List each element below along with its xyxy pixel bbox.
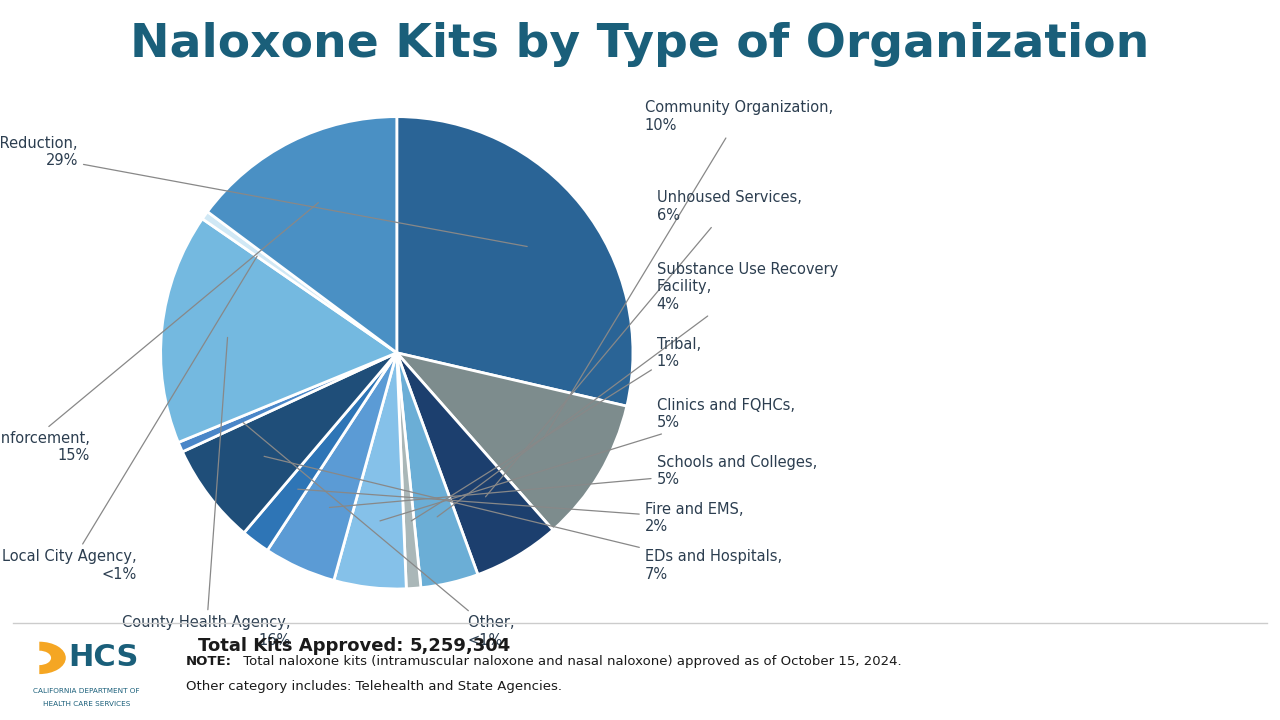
- Wedge shape: [334, 353, 406, 589]
- Wedge shape: [40, 642, 65, 674]
- Wedge shape: [397, 353, 421, 589]
- Text: Tribal,
1%: Tribal, 1%: [411, 337, 700, 521]
- Text: Schools and Colleges,
5%: Schools and Colleges, 5%: [329, 455, 817, 508]
- Text: Harm Reduction,
29%: Harm Reduction, 29%: [0, 136, 527, 246]
- Text: NOTE:: NOTE:: [186, 655, 232, 668]
- Wedge shape: [397, 117, 632, 406]
- Wedge shape: [397, 353, 553, 575]
- Text: Unhoused Services,
6%: Unhoused Services, 6%: [485, 190, 801, 497]
- Text: 5,259,304: 5,259,304: [410, 637, 511, 655]
- Text: Local City Agency,
<1%: Local City Agency, <1%: [3, 256, 257, 582]
- Text: County Health Agency,
16%: County Health Agency, 16%: [122, 338, 291, 648]
- Wedge shape: [202, 212, 397, 353]
- Text: Other, 
<1%: Other, <1%: [243, 423, 518, 648]
- Text: HCS: HCS: [69, 644, 140, 672]
- Text: Other category includes: Telehealth and State Agencies.: Other category includes: Telehealth and …: [186, 680, 562, 693]
- Wedge shape: [397, 353, 627, 530]
- Text: Fire and EMS,
2%: Fire and EMS, 2%: [298, 489, 744, 534]
- Text: EDs and Hospitals,
7%: EDs and Hospitals, 7%: [264, 456, 782, 582]
- Text: Naloxone Kits by Type of Organization: Naloxone Kits by Type of Organization: [131, 22, 1149, 67]
- Text: HEALTH CARE SERVICES: HEALTH CARE SERVICES: [42, 701, 131, 707]
- Text: Total naloxone kits (intramuscular naloxone and nasal naloxone) approved as of O: Total naloxone kits (intramuscular nalox…: [239, 655, 902, 668]
- Wedge shape: [244, 353, 397, 550]
- Wedge shape: [182, 353, 397, 533]
- Wedge shape: [397, 353, 477, 588]
- Text: Substance Use Recovery
Facility,
4%: Substance Use Recovery Facility, 4%: [438, 262, 838, 517]
- Text: CALIFORNIA DEPARTMENT OF: CALIFORNIA DEPARTMENT OF: [33, 688, 140, 694]
- Text: Community Organization,
10%: Community Organization, 10%: [544, 100, 833, 438]
- Wedge shape: [268, 353, 397, 580]
- Text: Clinics and FQHCs,
5%: Clinics and FQHCs, 5%: [380, 398, 795, 521]
- Text: Total Kits Approved:: Total Kits Approved:: [198, 637, 410, 655]
- Text: Law Enforcement,
15%: Law Enforcement, 15%: [0, 202, 319, 464]
- Wedge shape: [161, 219, 397, 442]
- Wedge shape: [207, 117, 397, 353]
- Wedge shape: [178, 353, 397, 452]
